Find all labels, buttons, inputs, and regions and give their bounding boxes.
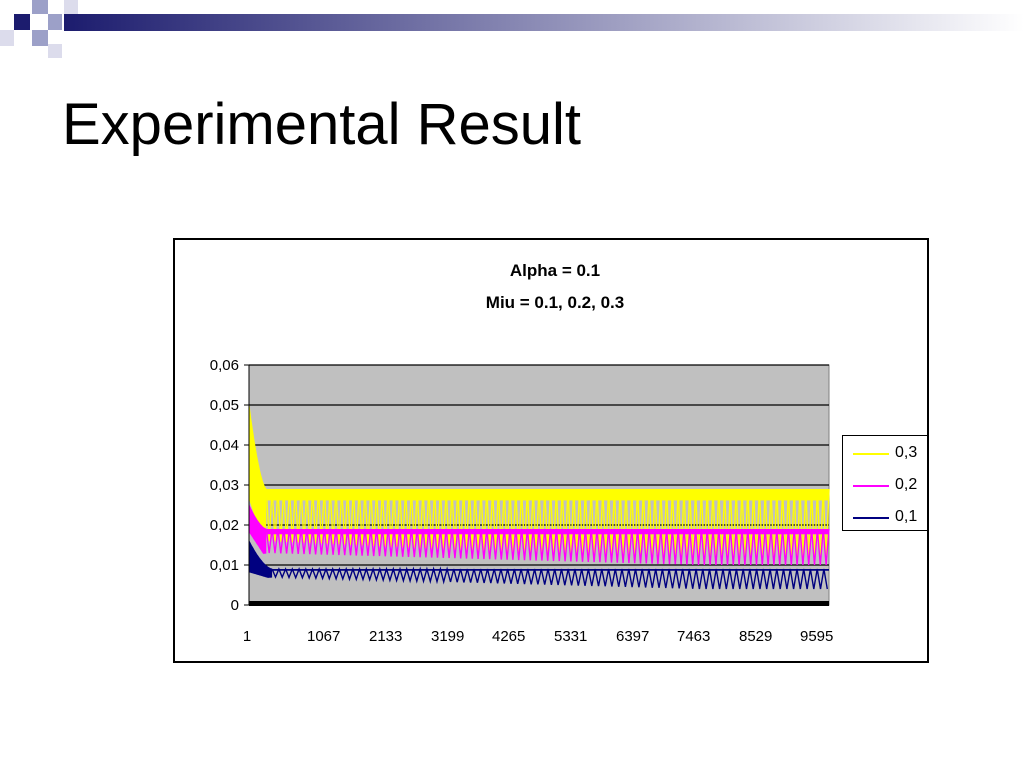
series-band	[272, 569, 830, 571]
deco-square	[32, 30, 48, 46]
legend-swatch	[853, 517, 889, 519]
legend-swatch	[853, 453, 889, 455]
zero-band	[249, 601, 829, 606]
x-tick-label: 6397	[616, 628, 649, 645]
legend-item: 0,1	[853, 507, 925, 527]
deco-square	[32, 0, 48, 14]
x-tick-label: 8529	[739, 628, 772, 645]
legend-label: 0,3	[895, 444, 918, 461]
series-line	[271, 566, 828, 590]
legend-item: 0,3	[853, 443, 925, 463]
series-band	[266, 489, 829, 501]
chart-subtitle: Miu = 0.1, 0.2, 0.3	[486, 293, 624, 312]
chart-frame: Alpha = 0.1 Miu = 0.1, 0.2, 0.3 0 0,01 0,0…	[173, 238, 929, 663]
y-tick-label: 0	[231, 597, 239, 614]
legend-label: 0,2	[895, 476, 918, 493]
legend-item: 0,2	[853, 475, 925, 495]
y-tick-label: 0,05	[210, 397, 239, 414]
y-tick-label: 0,04	[210, 437, 239, 454]
y-tick-label: 0,02	[210, 517, 239, 534]
x-tick-label: 1	[243, 628, 251, 645]
x-tick-label: 3199	[431, 628, 464, 645]
deco-square	[14, 14, 30, 30]
deco-square	[48, 44, 62, 58]
x-tick-label: 1067	[307, 628, 340, 645]
chart-legend: 0,3 0,2 0,1	[842, 435, 928, 531]
x-tick-label: 7463	[677, 628, 710, 645]
slide-title: Experimental Result	[62, 92, 581, 157]
x-tick-label: 9595	[800, 628, 833, 645]
chart-title: Alpha = 0.1	[510, 261, 600, 280]
chart-svg: Alpha = 0.1 Miu = 0.1, 0.2, 0.3 0 0,01 0,0…	[210, 261, 834, 645]
x-tick-label: 2133	[369, 628, 402, 645]
legend-swatch	[853, 485, 889, 487]
plot-area: 0 0,01 0,02 0,03 0,04 0,05 0,06 1 1067 2133 3199 42…	[210, 357, 834, 645]
deco-gradient-bar	[64, 14, 1024, 31]
deco-square	[64, 0, 78, 14]
series-decay	[248, 540, 273, 578]
series-band	[266, 529, 829, 535]
x-tick-label: 4265	[492, 628, 525, 645]
y-tick-label: 0,01	[210, 557, 239, 574]
y-tick-label: 0,06	[210, 357, 239, 374]
y-tick-label: 0,03	[210, 477, 239, 494]
series-line	[265, 528, 830, 566]
deco-square	[48, 14, 62, 30]
legend-label: 0,1	[895, 508, 918, 525]
series-decay	[248, 504, 267, 554]
slide-decoration	[0, 0, 1024, 58]
deco-square	[0, 30, 14, 46]
x-tick-label: 5331	[554, 628, 587, 645]
